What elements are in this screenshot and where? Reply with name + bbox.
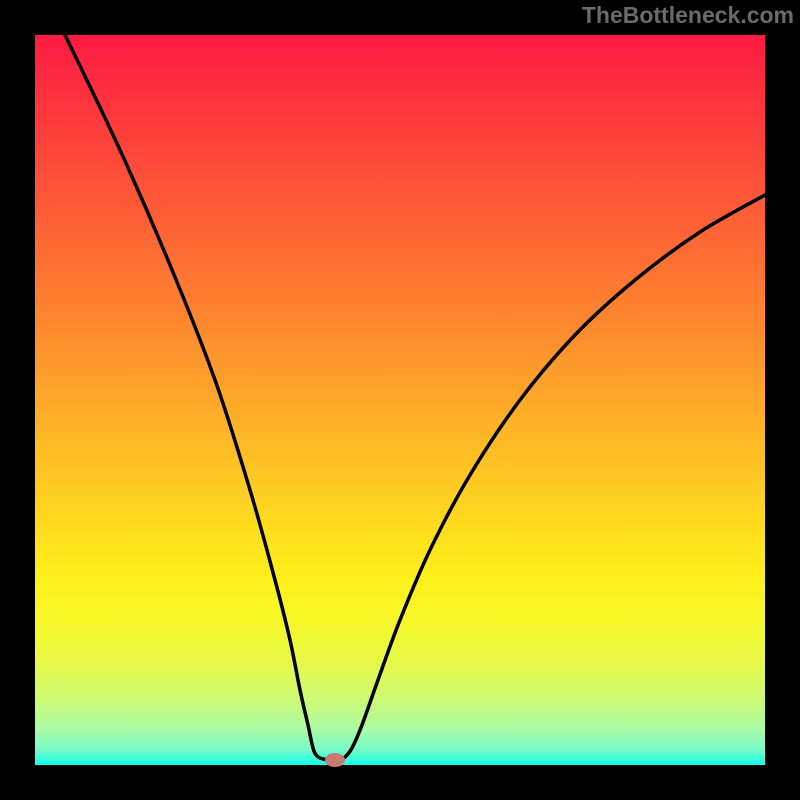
bottleneck-chart: TheBottleneck.com [0,0,800,800]
chart-svg [0,0,800,800]
plot-background [35,35,765,765]
watermark-text: TheBottleneck.com [582,2,794,29]
optimal-point-marker [325,753,345,767]
